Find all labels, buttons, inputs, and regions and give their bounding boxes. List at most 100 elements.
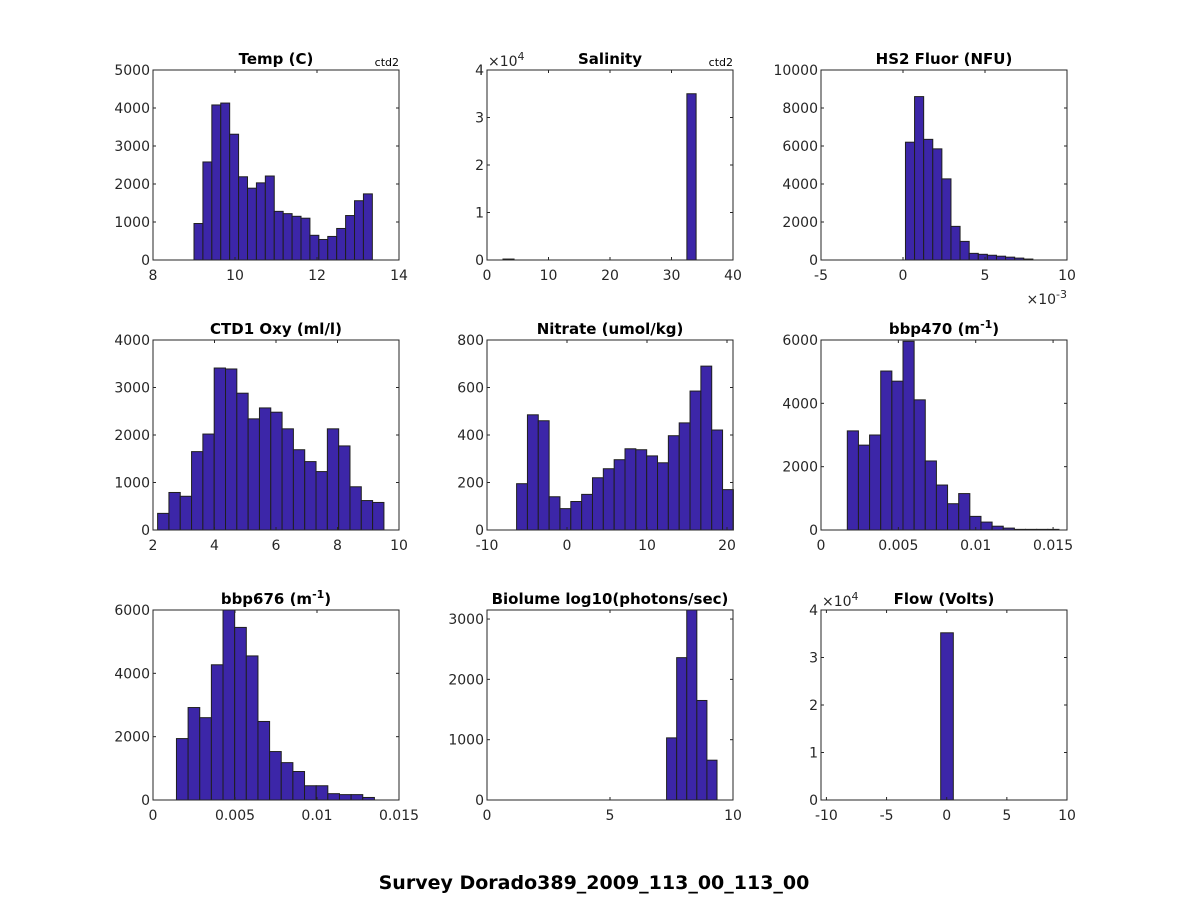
- histogram-bar: [891, 380, 904, 531]
- histogram-panel: -10 -5 0 5 10 0 1 2 3 4 Flow (Volts) ×104: [809, 590, 1076, 824]
- y-tick-label: 0: [475, 253, 484, 269]
- histogram-bar: [526, 414, 539, 531]
- histogram-bar: [924, 460, 937, 531]
- histogram-panel: 0 0.005 0.01 0.015 0 2000 4000 6000 bbp676 (m-1): [114, 588, 419, 824]
- panel-title: bbp470 (m-1): [889, 318, 999, 338]
- y-tick-label: 4: [475, 63, 484, 79]
- x-tick-label: 0: [149, 808, 158, 824]
- histogram-panel: 0 10 20 30 40 0 1 2 3 4 Salinity ctd2 ×104: [475, 50, 742, 284]
- histogram-bar: [722, 489, 734, 531]
- histogram-bar: [959, 240, 970, 261]
- y-tick-label: 0: [809, 793, 818, 809]
- histogram-bar: [624, 448, 637, 531]
- histogram-bar: [179, 495, 193, 531]
- histogram-bar: [282, 213, 293, 261]
- x-tick-label: 5: [606, 808, 615, 824]
- x-tick-label: 0.01: [960, 538, 991, 554]
- histogram-bar: [258, 407, 272, 531]
- x-tick-label: 0: [483, 268, 492, 284]
- histogram-bar: [350, 794, 364, 801]
- y-exponent-label: ×104: [488, 50, 525, 70]
- histogram-bar: [646, 455, 659, 531]
- histogram-bar: [676, 657, 688, 801]
- y-tick-label: 3: [809, 651, 818, 667]
- x-tick-label: 10: [638, 538, 656, 554]
- histogram-bar: [570, 501, 583, 531]
- histogram-bar: [977, 253, 988, 261]
- x-tick-label: 8: [333, 538, 342, 554]
- histogram-bar: [202, 161, 213, 261]
- histogram-bar: [947, 503, 960, 531]
- x-tick-label: 12: [308, 268, 326, 284]
- histogram-bar: [591, 477, 604, 531]
- histogram-bar: [635, 449, 648, 531]
- histogram-bar: [537, 420, 550, 531]
- histogram-bar: [666, 737, 678, 801]
- x-tick-label: -5: [880, 808, 894, 824]
- histogram-bar: [941, 178, 952, 261]
- histogram-bar: [360, 500, 374, 531]
- corner-note: ctd2: [709, 56, 733, 69]
- histogram-bar: [220, 102, 231, 261]
- figure-title: Survey Dorado389_2009_113_00_113_00: [379, 872, 810, 894]
- histogram-panel: 2 4 6 8 10 0 1000 2000 3000 4000 CTD1 Oxy (ml/l): [114, 320, 408, 554]
- histogram-bar: [923, 138, 934, 261]
- panel-title: CTD1 Oxy (ml/l): [210, 320, 342, 338]
- histogram-bar: [199, 717, 212, 801]
- y-tick-label: 4000: [114, 666, 150, 682]
- y-tick-label: 1000: [114, 215, 150, 231]
- y-tick-label: 3: [475, 111, 484, 127]
- y-tick-label: 200: [457, 476, 484, 492]
- histogram-bar: [187, 707, 201, 801]
- panel-title: Salinity: [578, 50, 642, 68]
- y-tick-label: 600: [457, 381, 484, 397]
- y-tick-label: 10000: [773, 63, 818, 79]
- panel-title: Biolume log10(photons/sec): [492, 590, 729, 608]
- x-tick-label: 0: [942, 808, 951, 824]
- x-tick-label: 4: [210, 538, 219, 554]
- histogram-bar: [678, 422, 691, 531]
- histogram-bar: [202, 433, 215, 531]
- histogram-bar: [327, 793, 340, 801]
- histogram-bar: [292, 449, 306, 531]
- axes-box: [152, 609, 400, 801]
- histogram-panel: 0 0.005 0.01 0.015 0 2000 4000 6000 bbp470 (m-1): [782, 318, 1073, 554]
- histogram-bar: [613, 459, 626, 531]
- histogram-panel: 8 10 12 14 0 1000 2000 3000 4000 5000 Temp (C) ctd2: [114, 50, 408, 284]
- histogram-bar: [269, 751, 282, 801]
- histogram-bar: [229, 133, 240, 261]
- histogram-bar: [292, 771, 306, 801]
- y-tick-label: 4000: [782, 177, 818, 193]
- histogram-bar: [175, 738, 189, 801]
- y-tick-label: 3000: [114, 381, 150, 397]
- histogram-bar: [940, 632, 954, 801]
- y-tick-label: 3000: [448, 612, 484, 628]
- x-tick-label: -10: [476, 538, 499, 554]
- axes-box: [820, 69, 1068, 261]
- histogram-bar: [234, 626, 247, 801]
- histogram-bar: [935, 484, 949, 531]
- histogram-bar: [581, 493, 593, 531]
- x-tick-label: 5: [1002, 808, 1011, 824]
- histogram-bar: [932, 148, 943, 261]
- y-tick-label: 3000: [114, 139, 150, 155]
- histogram-bar: [191, 451, 204, 531]
- x-tick-label: 0: [483, 808, 492, 824]
- y-tick-label: 4000: [114, 333, 150, 349]
- histogram-bar: [315, 785, 329, 801]
- x-tick-label: 10: [1058, 268, 1076, 284]
- histogram-bar: [991, 525, 1004, 531]
- x-tick-label: 5: [981, 268, 990, 284]
- corner-note: ctd2: [375, 56, 399, 69]
- histogram-bar: [686, 609, 698, 801]
- x-tick-label: 10: [226, 268, 244, 284]
- histogram-bar: [270, 411, 283, 531]
- x-tick-label: 0.01: [301, 808, 332, 824]
- histogram-bar: [273, 210, 284, 261]
- histogram-bar: [354, 200, 364, 261]
- histogram-bar: [559, 508, 572, 531]
- histogram-bar: [225, 368, 238, 531]
- y-tick-label: 0: [809, 253, 818, 269]
- histogram-bar: [950, 225, 961, 261]
- histogram-bar: [345, 215, 356, 261]
